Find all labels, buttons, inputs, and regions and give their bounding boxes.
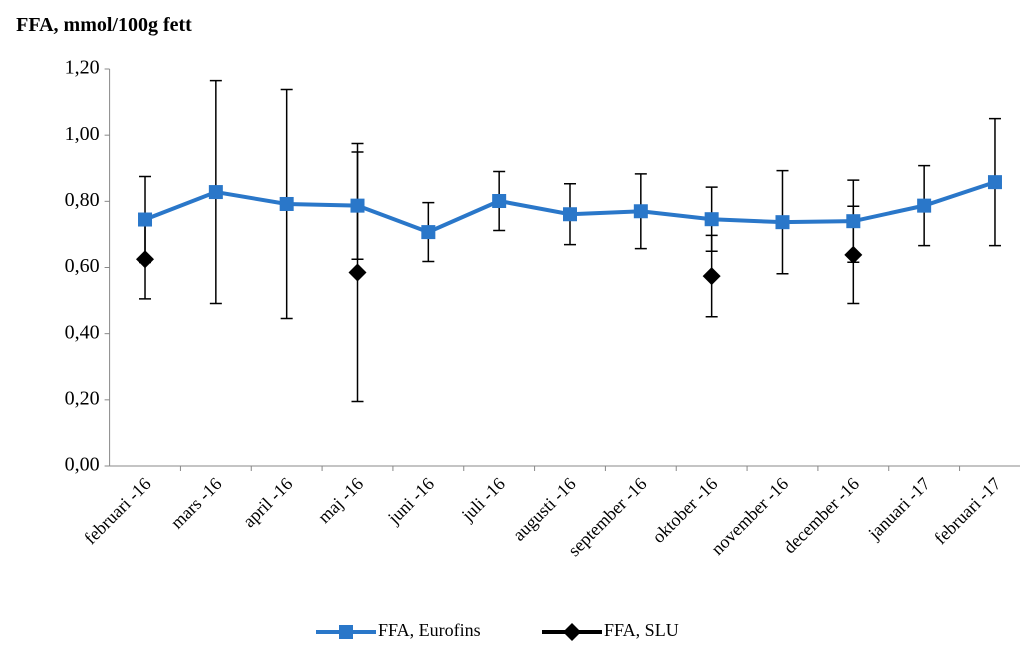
x-tick-label: april -16 <box>239 474 297 532</box>
y-tick-label: 0,60 <box>65 255 100 277</box>
x-tick-label: oktober -16 <box>648 474 721 547</box>
y-tick-label: 0,40 <box>65 321 100 343</box>
legend-label: FFA, SLU <box>604 620 679 640</box>
chart-title: FFA, mmol/100g fett <box>16 14 192 36</box>
x-tick-label: februari -17 <box>930 474 1005 549</box>
legend-marker <box>563 623 581 641</box>
data-point <box>421 225 436 240</box>
legend-label: FFA, Eurofins <box>378 620 481 640</box>
x-tick-label: mars -16 <box>167 474 226 533</box>
data-point <box>704 212 719 227</box>
data-point <box>775 215 790 230</box>
x-tick-label: december -16 <box>779 474 863 558</box>
x-tick-label: februari -16 <box>80 474 155 549</box>
data-point <box>702 267 721 286</box>
x-tick-label: juni -16 <box>383 474 438 529</box>
data-point <box>492 194 507 209</box>
data-point <box>279 196 294 211</box>
x-tick-label: augusti -16 <box>509 474 580 545</box>
x-tick-label: maj -16 <box>314 474 367 527</box>
legend-marker <box>339 625 353 639</box>
data-point <box>138 212 153 227</box>
data-point <box>136 250 155 269</box>
x-tick-label: juli -16 <box>457 474 509 526</box>
data-point <box>562 207 577 222</box>
data-point <box>633 204 648 219</box>
data-point <box>348 263 367 282</box>
data-point <box>987 175 1002 190</box>
x-tick-label: januari -17 <box>864 474 934 544</box>
y-tick-label: 1,20 <box>65 57 100 79</box>
y-tick-label: 0,80 <box>65 189 100 211</box>
data-point <box>208 185 223 200</box>
y-tick-label: 1,00 <box>65 123 100 145</box>
data-point <box>917 198 932 213</box>
data-point <box>350 198 365 213</box>
y-tick-label: 0,20 <box>65 387 100 409</box>
data-point <box>846 214 861 229</box>
data-point <box>844 245 863 264</box>
y-tick-label: 0,00 <box>65 454 100 476</box>
